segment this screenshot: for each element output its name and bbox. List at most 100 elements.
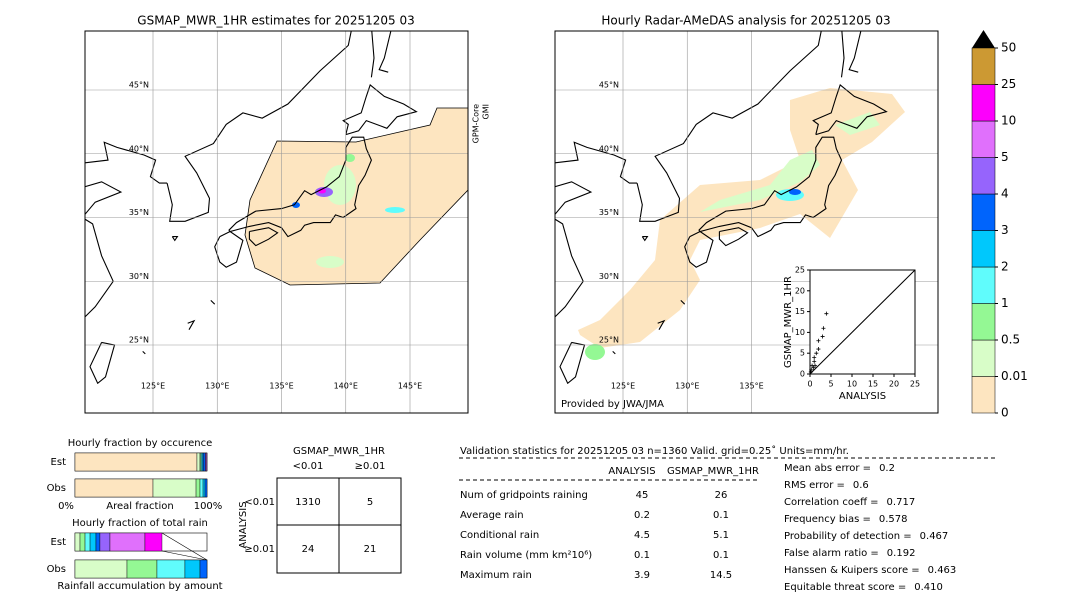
bar-segment <box>109 532 146 552</box>
score-value: 0.2 <box>879 463 895 474</box>
fraction-title: Hourly fraction by occurence <box>68 438 212 449</box>
bar-segment <box>95 532 101 552</box>
rain-area <box>345 154 355 162</box>
colorbar-label: 1 <box>1001 296 1009 310</box>
score-label: False alarm ratio = <box>784 548 879 559</box>
rain-area <box>789 189 801 195</box>
row-label: Obs <box>47 483 66 494</box>
score-label: Mean abs error = <box>784 463 871 474</box>
stat-value: 26 <box>715 490 728 501</box>
lat-label: 45°N <box>599 81 619 90</box>
y-tick-label: 5 <box>800 349 805 358</box>
colorbar-label: 10 <box>1001 114 1016 128</box>
sensor-label: GMI <box>482 104 491 119</box>
stat-value: 0.1 <box>713 550 729 561</box>
stat-label: Average rain <box>460 510 524 521</box>
point <box>811 365 816 370</box>
stat-value: 0.1 <box>713 510 729 521</box>
fraction-xlabel: Rainfall accumulation by amount <box>57 581 222 592</box>
lon-label: 130°E <box>205 382 229 391</box>
bar-segment <box>74 478 154 498</box>
colorbar-label: 50 <box>1001 41 1016 55</box>
colorbar-segment <box>971 193 996 231</box>
cell: 5 <box>367 497 373 508</box>
colorbar-segment <box>971 303 996 341</box>
coastline <box>636 31 822 222</box>
point <box>809 367 814 372</box>
row-title: ANALYSIS <box>238 501 249 548</box>
stat-label: Num of gridpoints raining <box>460 490 588 501</box>
coastline <box>684 230 714 268</box>
point <box>820 334 825 339</box>
coastline <box>142 351 146 355</box>
point <box>824 311 829 316</box>
axis-max: 100% <box>194 501 223 512</box>
score-label: RMS error = <box>784 480 845 491</box>
bar-segment <box>152 478 197 498</box>
coastline <box>840 31 845 78</box>
point <box>813 363 818 368</box>
point <box>808 372 812 376</box>
bar-segment <box>74 559 128 579</box>
colorbar-segment <box>971 120 996 158</box>
lat-label: 40°N <box>129 144 149 153</box>
stat-value: 45 <box>636 490 649 501</box>
bar-segment <box>199 559 208 579</box>
point <box>808 369 813 374</box>
lat-label: 35°N <box>129 208 149 217</box>
rain-area <box>316 256 344 268</box>
lon-label: 130°E <box>675 382 699 391</box>
bar-segment <box>144 532 163 552</box>
colorbar-segment <box>971 376 996 414</box>
y-tick-label: 20 <box>795 286 805 295</box>
lon-label: 125°E <box>611 382 635 391</box>
col-head: GSMAP_MWR_1HR <box>667 466 759 477</box>
x-tick-label: 0 <box>807 380 812 389</box>
stat-value: 3.9 <box>634 570 650 581</box>
x-tick-label: 25 <box>910 380 920 389</box>
stat-label: Maximum rain <box>460 570 532 581</box>
stats-title: Validation statistics for 20251205 03 n=… <box>460 445 849 457</box>
bar-segment <box>99 532 111 552</box>
bar-segment <box>195 478 201 498</box>
row-label: Obs <box>47 564 66 575</box>
coastline <box>378 31 392 73</box>
coastline <box>812 83 888 136</box>
coastline <box>555 181 593 318</box>
bar-segment <box>196 452 201 472</box>
coastline <box>559 341 586 385</box>
row-label: ≥0.01 <box>244 544 275 555</box>
point <box>812 359 817 364</box>
colorbar-label: 0.01 <box>1001 369 1028 383</box>
map-frame <box>84 30 469 414</box>
bar-segment <box>79 532 86 552</box>
rain-area <box>585 344 605 360</box>
x-tick-label: 15 <box>868 380 878 389</box>
col-label: <0.01 <box>293 461 324 472</box>
credit: Provided by JWA/JMA <box>561 399 664 410</box>
left-map <box>85 31 468 413</box>
y-tick-label: 0 <box>800 370 805 379</box>
rain-area <box>385 207 405 213</box>
connector <box>161 532 208 561</box>
bar-segment <box>202 478 206 498</box>
point <box>816 347 821 352</box>
radar-coverage <box>578 88 905 348</box>
bar-segment <box>199 478 204 498</box>
coastline <box>166 31 352 222</box>
lat-label: 35°N <box>599 208 619 217</box>
fraction-title: Hourly fraction of total rain <box>72 518 208 529</box>
score-label: Probability of detection = <box>784 531 912 542</box>
score-value: 0.578 <box>879 514 908 525</box>
colorbar-segment <box>971 230 996 268</box>
colorbar-label: 2 <box>1001 260 1009 274</box>
colorbar-label: 3 <box>1001 223 1009 237</box>
coastline <box>657 319 666 330</box>
stat-value: 4.5 <box>634 530 650 541</box>
left-title: GSMAP_MWR_1HR estimates for 20251205 03 <box>137 14 414 28</box>
row-label: Est <box>51 457 67 468</box>
rain-area <box>324 165 356 205</box>
lon-label: 135°E <box>269 382 293 391</box>
lat-label: 45°N <box>129 81 149 90</box>
